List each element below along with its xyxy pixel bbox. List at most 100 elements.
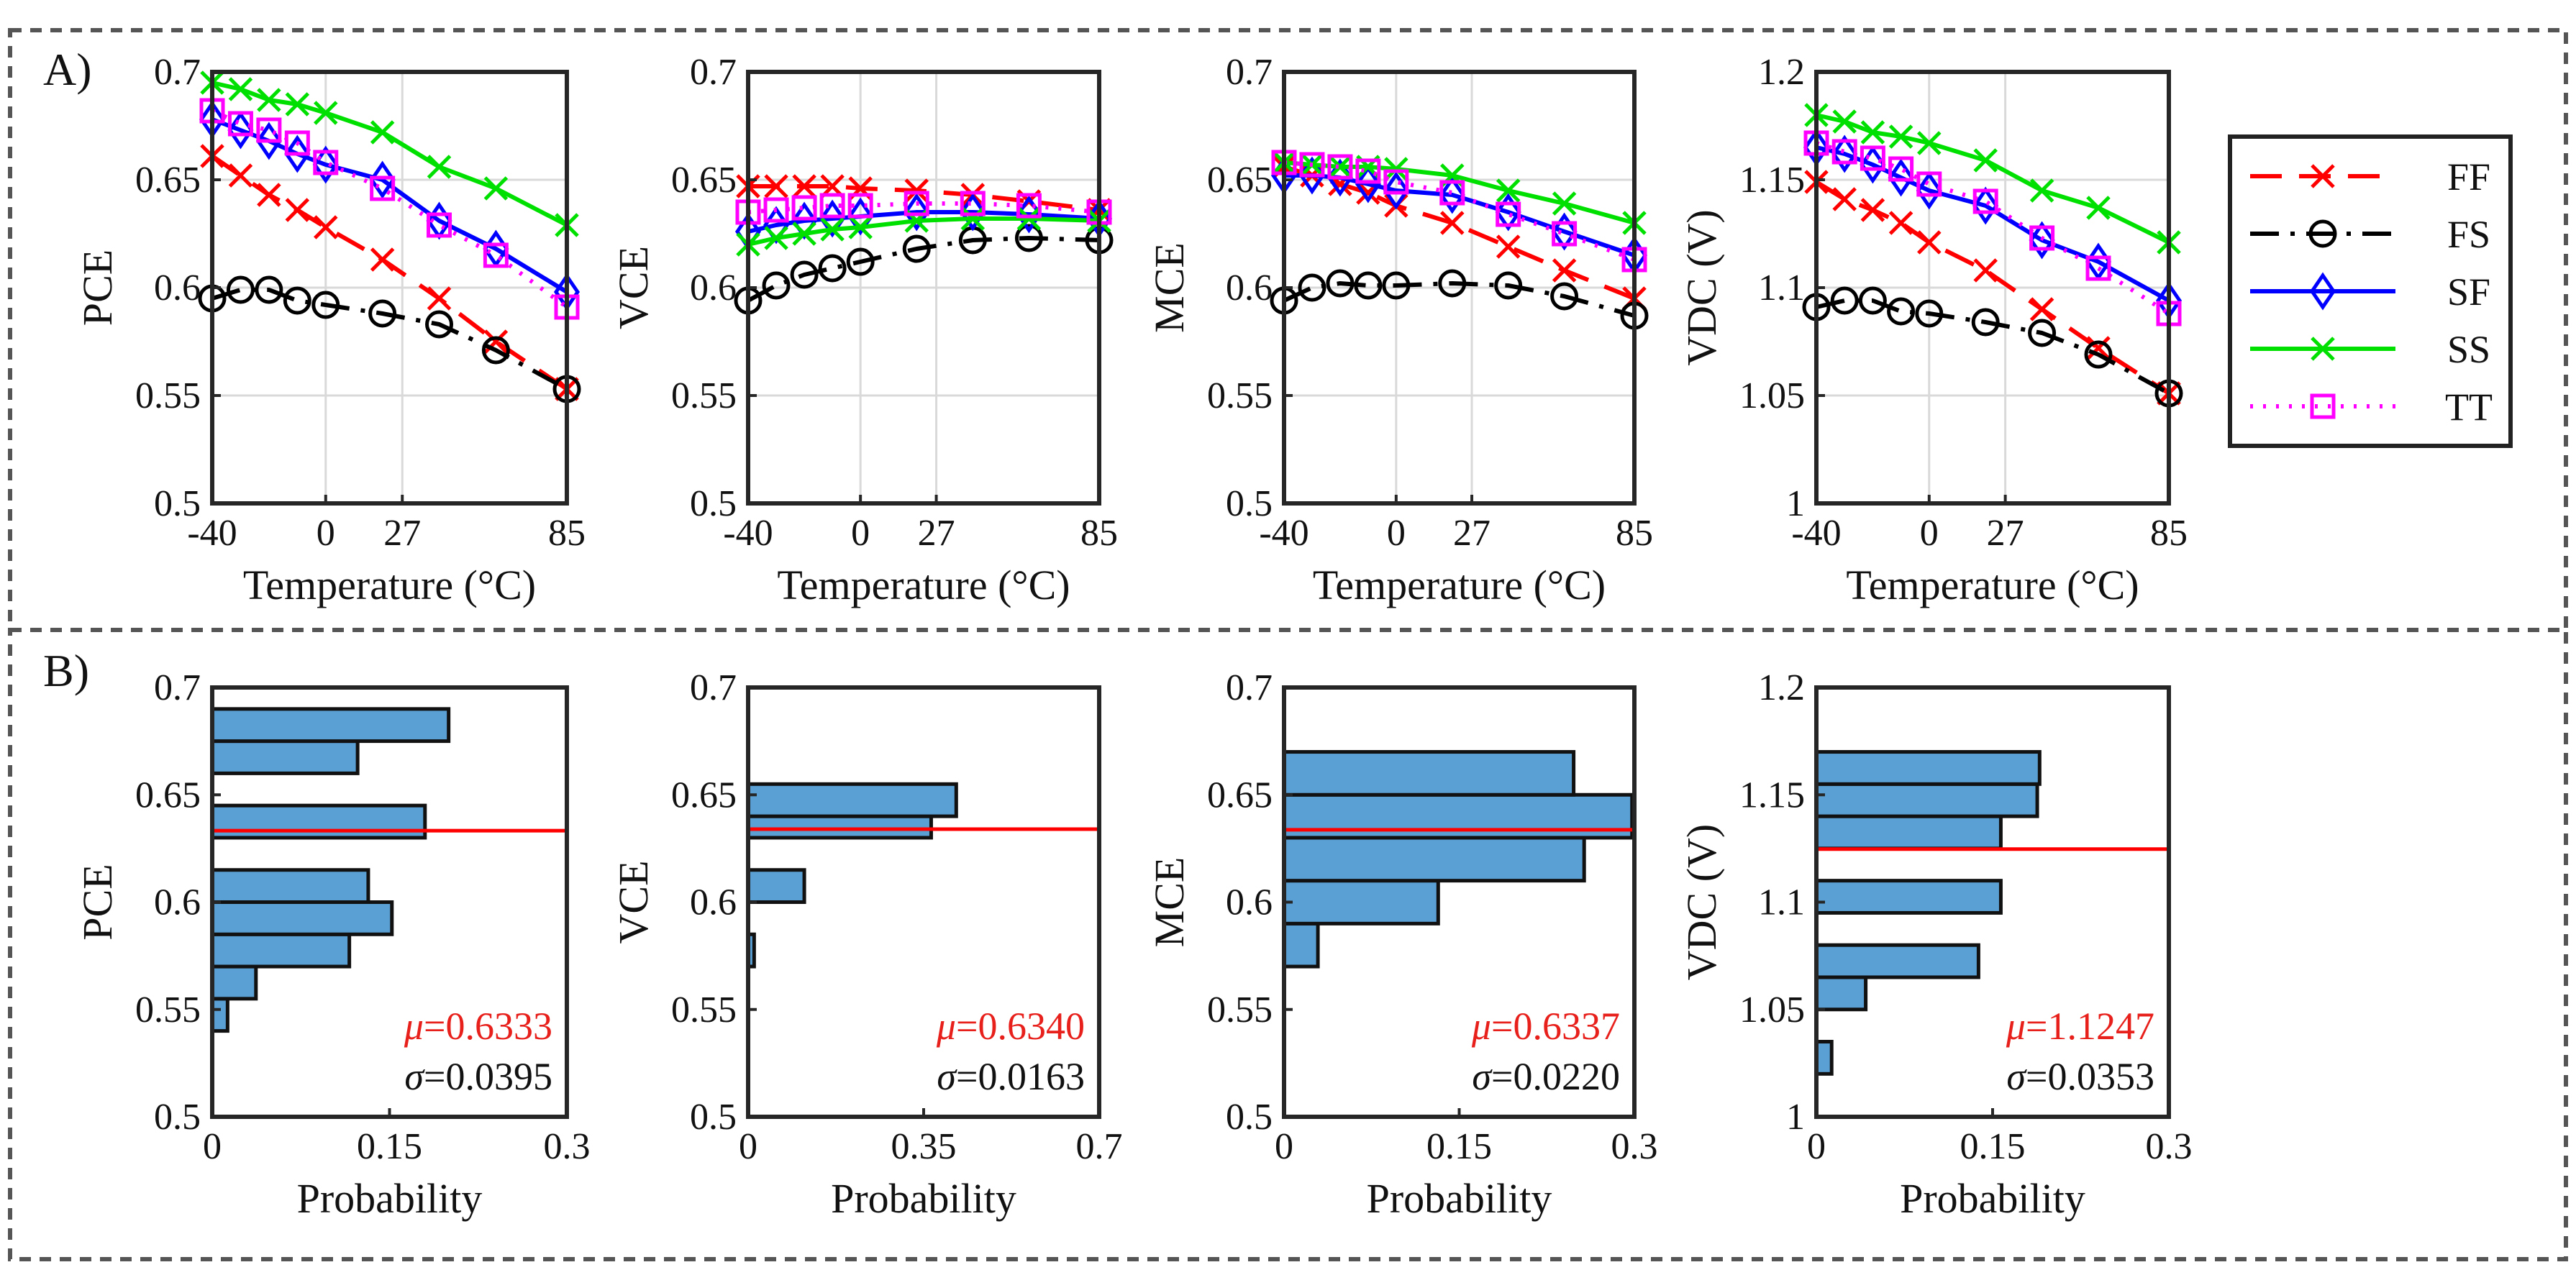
- y-tick-label: 0.65: [1207, 160, 1273, 201]
- data-point-ff: [2029, 297, 2054, 321]
- data-point-tt: [2085, 255, 2111, 281]
- y-tick-label: 0.6: [154, 882, 201, 923]
- y-axis-label: MCE: [1146, 857, 1193, 948]
- y-tick-label: 0.6: [1226, 268, 1273, 309]
- sigma-label: σ=0.0220: [1472, 1055, 1620, 1098]
- y-tick-label: 1.05: [1739, 375, 1805, 416]
- data-point-fs: [902, 234, 931, 263]
- histogram-bar: [746, 868, 806, 904]
- y-tick-label: 0.55: [135, 375, 201, 416]
- y-axis-label: VDC (V): [1678, 209, 1725, 365]
- y-tick-label: 0.55: [671, 375, 737, 416]
- series-tt: [1271, 150, 1647, 273]
- series-line-fs: [211, 288, 568, 391]
- histogram-bar: [746, 782, 958, 818]
- chart-3: -40 0 27 85 0.5 0.55 0.6 0.65 0.7 Temperature (°C…: [1146, 52, 1653, 608]
- x-axis-label: Temperature (°C): [1313, 562, 1606, 608]
- legend: FF FS SF SS TT: [2228, 134, 2513, 448]
- data-point-ss: [2086, 196, 2111, 220]
- x-axis-label: Probability: [831, 1175, 1016, 1222]
- data-point-sf: [1551, 212, 1578, 251]
- data-point-ss: [370, 120, 395, 145]
- series-fs: [1270, 269, 1649, 330]
- histogram-bar: [746, 814, 933, 840]
- legend-item-tt: TT: [2250, 385, 2493, 429]
- series-line-ff: [211, 154, 568, 391]
- y-tick-label: 0.6: [1226, 882, 1273, 923]
- data-point-ff: [2086, 336, 2111, 360]
- data-point-sf: [1355, 165, 1381, 204]
- y-tick-label: 1: [1786, 483, 1805, 524]
- y-tick-label: 1.15: [1739, 160, 1805, 201]
- legend-marker-x-mark-icon: [2311, 164, 2335, 188]
- y-tick-label: 0.5: [1226, 1097, 1273, 1138]
- histogram-bar: [1282, 921, 1320, 969]
- data-point-ff: [1860, 198, 1885, 222]
- data-point-fs: [368, 299, 397, 328]
- data-point-tt: [1888, 156, 1914, 182]
- data-point-fs: [311, 291, 340, 319]
- y-tick-label: 1.1: [1758, 268, 1805, 309]
- x-tick-label: 0.7: [1076, 1126, 1123, 1167]
- data-point-ff: [313, 215, 338, 239]
- data-point-tt: [847, 193, 873, 219]
- data-point-tt: [1016, 193, 1042, 219]
- histogram-bar: [210, 900, 394, 936]
- data-point-ff: [764, 174, 788, 198]
- data-point-sf: [819, 199, 846, 238]
- data-point-tt: [227, 111, 253, 137]
- x-tick-label: 0.3: [1611, 1126, 1658, 1167]
- data-point-ss: [285, 92, 310, 116]
- data-point-tt: [1860, 145, 1885, 171]
- x-tick-label: 0.15: [357, 1126, 422, 1167]
- series-ss: [200, 70, 579, 237]
- legend-label: SF: [2447, 270, 2490, 314]
- legend-item-ff: FF: [2250, 155, 2490, 198]
- histogram-bar: [210, 868, 370, 904]
- x-tick-label: 0: [739, 1126, 757, 1167]
- y-tick-label: 1: [1786, 1097, 1805, 1138]
- data-point-tt: [2029, 225, 2055, 251]
- y-axis-label: MCE: [1146, 242, 1193, 333]
- histogram-bar: [210, 997, 229, 1033]
- data-point-ss: [1496, 178, 1521, 203]
- legend-label: FF: [2447, 155, 2490, 198]
- data-point-ss: [257, 88, 281, 112]
- x-axis-label: Temperature (°C): [777, 562, 1070, 608]
- legend-marker-circle-icon: [2308, 219, 2337, 248]
- data-point-tt: [1552, 221, 1578, 247]
- x-tick-label: 0.35: [891, 1126, 957, 1167]
- plot-area: [748, 687, 1099, 1117]
- y-axis-label: VCE: [610, 861, 657, 944]
- data-point-fs: [425, 310, 454, 339]
- y-tick-label: 0.55: [671, 990, 737, 1030]
- data-point-fs: [1382, 271, 1411, 300]
- y-axis-label: VCE: [610, 246, 657, 329]
- x-tick-label: 0: [851, 513, 870, 554]
- data-point-fs: [1858, 286, 1887, 315]
- mu-label: μ=1.1247: [2006, 1005, 2154, 1048]
- chart-7: μ=0.6337 σ=0.0220 0 0.15 0.3 0.5 0.55 0.6 0.65 0.…: [1146, 667, 1658, 1222]
- legend-marker-diamond-icon: [2309, 272, 2336, 311]
- y-axis-label: VDC (V): [1678, 824, 1725, 980]
- x-axis-label: Probability: [1900, 1175, 2085, 1222]
- data-point-sf: [847, 197, 874, 236]
- data-point-ss: [960, 206, 986, 231]
- y-tick-label: 1.15: [1739, 774, 1805, 815]
- x-tick-label: 0.3: [544, 1126, 591, 1167]
- x-tick-label: 0: [203, 1126, 222, 1167]
- data-point-fs: [1915, 299, 1944, 328]
- data-point-ss: [228, 77, 253, 101]
- data-point-fs: [1550, 282, 1579, 311]
- y-tick-label: 0.5: [690, 1097, 737, 1138]
- histogram-bar: [210, 707, 451, 744]
- data-point-fs: [846, 247, 875, 276]
- sigma-label: σ=0.0163: [937, 1055, 1085, 1098]
- data-point-fs: [2084, 340, 2113, 369]
- legend-item-fs: FS: [2250, 213, 2490, 256]
- data-point-ff: [792, 174, 816, 198]
- legend-label: FS: [2447, 213, 2490, 256]
- legend-marker-x-mark-icon: [2311, 337, 2335, 361]
- data-point-ss: [848, 215, 873, 239]
- data-point-fs: [255, 275, 283, 304]
